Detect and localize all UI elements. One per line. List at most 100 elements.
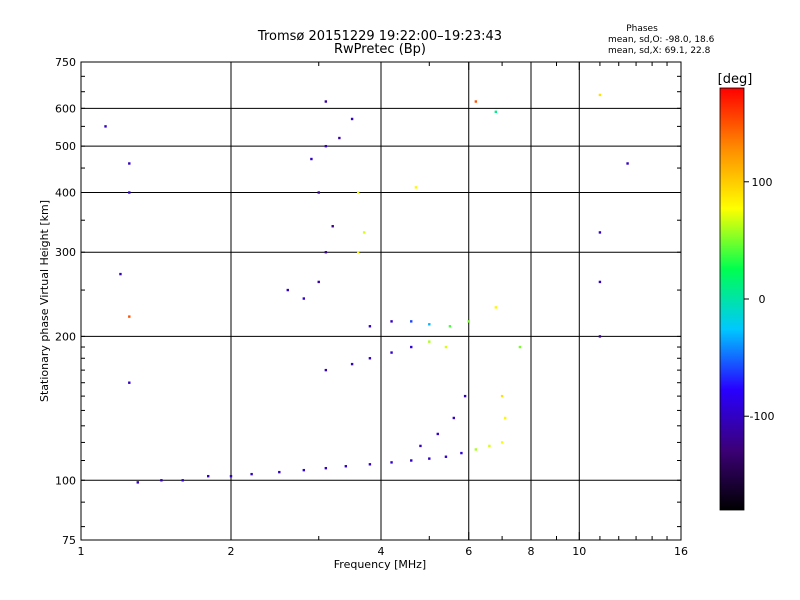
data-point (467, 320, 470, 323)
data-point (350, 362, 354, 366)
axis-ticks (80, 61, 682, 540)
data-point (324, 100, 328, 103)
data-point (317, 280, 320, 284)
data-point (414, 186, 418, 189)
colorbar-tick-label: -100 (750, 410, 775, 423)
data-point (331, 225, 334, 228)
data-point (344, 465, 348, 468)
y-tick-label: 200 (55, 330, 76, 343)
y-tick-label: 100 (55, 474, 76, 487)
data-point (444, 455, 448, 458)
data-point (474, 448, 478, 451)
colorbar-tick-label: 0 (759, 293, 766, 306)
data-point (598, 335, 602, 338)
data-point (250, 472, 253, 476)
phases-line-o: mean, sd,O: -98.0, 18.6 (608, 35, 715, 45)
colorbar-tick-label: 100 (752, 176, 773, 189)
data-point (324, 368, 328, 372)
data-point (104, 125, 107, 128)
data-point (362, 231, 366, 234)
x-tick-labels: 1 2 4 6 8 10 16 (78, 545, 689, 558)
x-tick-label: 8 (528, 545, 535, 558)
data-point (229, 474, 233, 478)
data-point (368, 463, 372, 466)
data-point (160, 479, 163, 482)
data-points (104, 93, 629, 484)
data-point (474, 100, 478, 103)
data-point (598, 280, 602, 284)
data-point (494, 110, 498, 114)
grid-lines (81, 62, 681, 540)
data-point (302, 468, 306, 472)
y-tick-label: 500 (55, 140, 76, 153)
data-point (419, 444, 422, 448)
data-point (317, 191, 320, 194)
colorbar-label: [deg] (718, 72, 753, 87)
data-point (390, 461, 393, 464)
x-tick-label: 6 (465, 545, 472, 558)
chart-title: Tromsø 20151229 19:22:00–19:23:43 (257, 29, 502, 44)
x-tick-label: 4 (378, 545, 385, 558)
data-point (428, 323, 431, 326)
y-axis-label: Stationary phase Virtual Height [km] (38, 200, 51, 402)
y-tick-label: 750 (55, 56, 76, 69)
colorbar-ticks: 100 0 -100 (744, 176, 774, 423)
data-point (350, 117, 354, 121)
data-point (128, 162, 131, 165)
data-point (436, 432, 439, 436)
data-point (128, 315, 131, 318)
data-point (444, 345, 448, 349)
x-axis-label: Frequency [MHz] (334, 558, 426, 571)
data-point (356, 191, 360, 194)
data-point (626, 162, 629, 165)
data-point (452, 416, 456, 420)
chart-subtitle: RwPretec (Bp) (334, 42, 426, 57)
data-point (310, 157, 313, 161)
x-tick-label: 16 (674, 545, 688, 558)
data-point (286, 288, 289, 292)
data-point (390, 320, 393, 323)
data-point (503, 416, 507, 420)
data-point (460, 451, 463, 455)
data-point (181, 479, 184, 482)
data-point (324, 251, 328, 254)
data-point (128, 191, 131, 194)
data-point (338, 136, 341, 140)
data-point (500, 441, 504, 444)
data-point (410, 345, 413, 349)
x-tick-label: 10 (572, 545, 586, 558)
data-point (428, 340, 431, 343)
data-point (463, 394, 467, 398)
data-point (390, 351, 393, 354)
data-point (410, 459, 413, 462)
colorbar (719, 87, 745, 511)
data-point (368, 357, 372, 360)
data-point (324, 144, 328, 148)
y-tick-labels: 75 100 200 300 400 500 600 750 (55, 56, 76, 547)
y-tick-label: 75 (62, 534, 76, 547)
data-point (119, 272, 122, 276)
data-point (598, 93, 602, 97)
data-point (428, 457, 431, 460)
phases-title: Phases (626, 24, 658, 34)
data-point (302, 297, 306, 300)
data-point (368, 325, 372, 328)
data-point (278, 470, 281, 474)
x-tick-label: 1 (78, 545, 85, 558)
data-point (136, 481, 139, 484)
data-point (356, 251, 360, 254)
data-point (518, 345, 522, 349)
data-point (488, 444, 491, 448)
data-point (494, 306, 498, 309)
y-tick-label: 600 (55, 102, 76, 115)
data-point (410, 320, 413, 323)
y-tick-label: 300 (55, 246, 76, 259)
y-tick-label: 400 (55, 186, 76, 199)
data-point (128, 381, 131, 384)
data-point (448, 325, 452, 328)
data-point (500, 394, 504, 398)
data-point (598, 231, 602, 234)
data-point (324, 466, 328, 470)
phases-line-x: mean, sd,X: 69.1, 22.8 (608, 46, 711, 56)
